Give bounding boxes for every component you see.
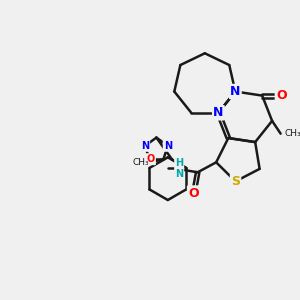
Text: N: N <box>213 106 224 119</box>
Text: S: S <box>231 175 240 188</box>
Text: CH₃: CH₃ <box>133 158 149 166</box>
Text: O: O <box>188 187 199 200</box>
Text: N: N <box>164 141 172 151</box>
Text: N: N <box>141 141 149 151</box>
Text: O: O <box>276 89 286 102</box>
Text: N: N <box>230 85 241 98</box>
Text: O: O <box>147 154 155 164</box>
Text: CH₃: CH₃ <box>284 129 300 138</box>
Text: H
N: H N <box>175 158 183 179</box>
